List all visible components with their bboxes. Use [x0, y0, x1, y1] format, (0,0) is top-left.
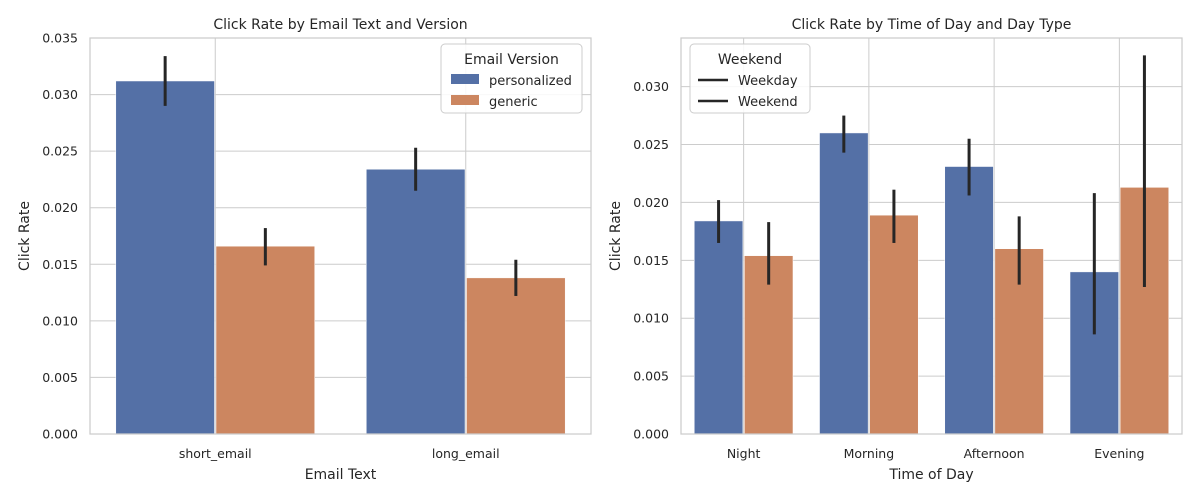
x-axis-label: Time of Day — [888, 467, 973, 483]
y-tick-label: 0.030 — [633, 79, 669, 94]
bar-Weekend-Night — [744, 255, 794, 435]
x-tick-label: long_email — [432, 446, 500, 461]
legend-title: Weekend — [718, 52, 782, 68]
bar-generic-long_email — [466, 277, 566, 435]
bar-generic-short_email — [215, 245, 315, 435]
x-tick-label: Night — [727, 446, 761, 461]
y-tick-label: 0.005 — [42, 370, 78, 385]
legend-title: Email Version — [464, 52, 559, 68]
legend-label-Weekend: Weekend — [738, 95, 798, 110]
bar-personalized-short_email — [115, 80, 215, 435]
plot-frame — [680, 37, 1183, 435]
legend: Weekend Weekday Weekend — [689, 43, 811, 114]
y-axis-label: Click Rate — [17, 201, 33, 271]
x-tick-label: Evening — [1094, 446, 1144, 461]
y-tick-label: 0.035 — [42, 31, 78, 46]
x-tick-label: Afternoon — [964, 446, 1025, 461]
legend-box — [689, 43, 811, 114]
y-tick-label: 0.005 — [633, 369, 669, 384]
y-tick-label: 0.000 — [633, 427, 669, 442]
y-tick-label: 0.025 — [42, 144, 78, 159]
chart-title: Click Rate by Time of Day and Day Type — [792, 17, 1072, 33]
bar-Weekday-Afternoon — [944, 166, 994, 435]
bar-Weekend-Morning — [869, 214, 919, 435]
legend-swatch-personalized — [451, 74, 479, 84]
y-tick-label: 0.025 — [633, 137, 669, 152]
y-tick-label: 0.015 — [42, 257, 78, 272]
x-tick-label: short_email — [179, 446, 252, 461]
chart-panel-2: 0.000 0.005 0.010 0.015 0.020 0.025 0.030 Night… — [608, 17, 1183, 483]
bar-personalized-long_email — [366, 168, 466, 435]
y-tick-label: 0.020 — [42, 200, 78, 215]
chart-panel-1: 0.000 0.005 0.010 0.015 0.020 0.025 0.030 0.035… — [17, 17, 592, 483]
bar-Weekday-Morning — [819, 132, 869, 435]
legend-label-Weekday: Weekday — [738, 74, 798, 89]
y-axis-label: Click Rate — [608, 201, 624, 271]
y-tick-label: 0.000 — [42, 427, 78, 442]
bar-Weekday-Night — [694, 220, 744, 435]
legend-label-generic: generic — [489, 95, 538, 110]
y-tick-label: 0.030 — [42, 87, 78, 102]
x-axis-label: Email Text — [305, 467, 377, 483]
y-tick-label: 0.010 — [42, 313, 78, 328]
y-tick-label: 0.010 — [633, 311, 669, 326]
legend-swatch-generic — [451, 95, 479, 105]
plot-frame — [89, 37, 592, 435]
legend-label-personalized: personalized — [489, 74, 572, 89]
chart-title: Click Rate by Email Text and Version — [213, 17, 467, 33]
y-tick-label: 0.020 — [633, 195, 669, 210]
y-tick-label: 0.015 — [633, 253, 669, 268]
x-tick-label: Morning — [844, 446, 895, 461]
legend: Email Version personalized generic — [440, 43, 583, 114]
